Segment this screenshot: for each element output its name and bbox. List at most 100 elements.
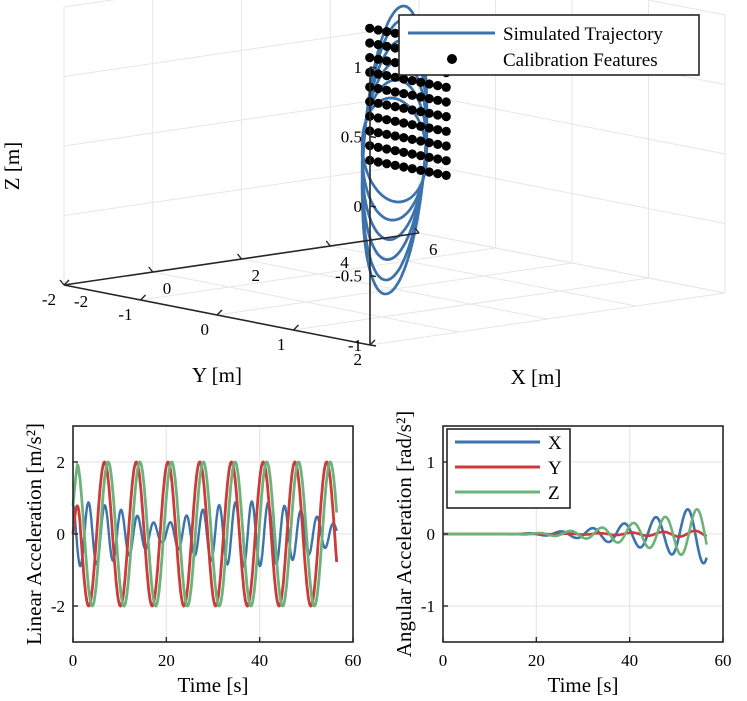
- calibration-feature-point: [390, 146, 400, 156]
- trajectory-3d-plot: -1 -0.5 0 0.5 1 -2 -1 0 1 2 -2 0 2 4 6 Z [m] Y [m] X […: [0, 0, 726, 389]
- calibration-feature-point: [373, 128, 383, 138]
- calibration-feature-point: [407, 76, 417, 86]
- z-tick-label: -0.5: [335, 267, 362, 286]
- grid-floor-y: [369, 292, 726, 346]
- angular-series-z: [443, 507, 708, 557]
- angular-acceleration-plot: 0 20 40 60 -1 0 1 Angular Acceleration [rad/s²…: [392, 411, 732, 697]
- calibration-feature-point: [390, 116, 400, 126]
- calibration-feature-point: [433, 110, 443, 120]
- x-tick-label: 2: [252, 266, 261, 285]
- calibration-feature-point: [399, 162, 409, 172]
- x-tick-label: 0: [69, 651, 78, 670]
- x-tick-label: 60: [345, 651, 362, 670]
- z-tick-mark: [369, 135, 377, 139]
- grid-wall-x-z: [645, 0, 726, 16]
- linear-series-y: [71, 460, 339, 608]
- calibration-feature-point: [441, 82, 451, 92]
- calibration-feature-point: [407, 105, 417, 115]
- calibration-feature-point: [390, 160, 400, 170]
- z-tick-label: 1: [354, 58, 363, 77]
- grid-wall-y-z: [63, 24, 420, 77]
- calibration-feature-point: [433, 95, 443, 105]
- y-tick-mark: [216, 309, 223, 316]
- calibration-feature-point: [373, 157, 383, 167]
- calibration-feature-point: [433, 139, 443, 149]
- trajectory-loop: [360, 4, 429, 296]
- x-tick-label: 40: [621, 651, 638, 670]
- y-tick-mark: [369, 339, 376, 346]
- grid-wall-y-z: [63, 93, 420, 147]
- calibration-feature-point: [416, 165, 426, 175]
- y-tick-label: 1: [277, 335, 286, 354]
- x-tick-mark: [59, 279, 65, 286]
- y-tick-label: 2: [57, 453, 66, 472]
- z-tick-label: 0: [354, 197, 363, 216]
- x-tick-label: 20: [158, 651, 175, 670]
- legend-3d-box: [398, 14, 700, 76]
- calibration-feature-point: [382, 71, 392, 81]
- calibration-feature-point: [373, 25, 383, 35]
- linear-x-axis-label: Time [s]: [178, 673, 249, 697]
- calibration-feature-point: [416, 107, 426, 117]
- calibration-feature-point: [416, 77, 426, 87]
- calibration-feature-point: [424, 79, 434, 89]
- calibration-feature-point: [382, 115, 392, 125]
- calibration-feature-point: [382, 159, 392, 169]
- x-tick-label: 6: [429, 240, 438, 259]
- y-tick-label: -2: [42, 290, 56, 309]
- z-tick-label: 0.5: [341, 128, 362, 147]
- x-tick-mark: [414, 227, 420, 234]
- angular-ticks: 0 20 40 60 -1 0 1: [421, 453, 732, 670]
- angular-legend-label-x: X: [548, 433, 562, 454]
- y-tick-mark: [63, 279, 70, 286]
- calibration-feature-point: [399, 147, 409, 157]
- calibration-feature-point: [441, 170, 451, 180]
- angular-y-axis-label: Angular Acceleration [rad/s²]: [392, 411, 416, 658]
- legend-3d-label-features: Calibration Features: [503, 50, 658, 71]
- calibration-feature-point: [441, 112, 451, 122]
- calibration-feature-point: [382, 41, 392, 51]
- angular-legend: X Y Z: [446, 428, 571, 509]
- angular-legend-label-y: Y: [548, 458, 562, 479]
- calibration-feature-point: [365, 53, 375, 63]
- z-tick-mark: [369, 344, 377, 347]
- linear-series-z: [71, 460, 339, 608]
- angular-series: [443, 507, 708, 565]
- z-tick-mark: [369, 274, 377, 278]
- calibration-feature-point: [399, 103, 409, 113]
- legend-3d: Simulated Trajectory Calibration Feature…: [398, 14, 700, 76]
- calibration-feature-point: [373, 84, 383, 94]
- y-tick-label: 1: [427, 453, 436, 472]
- y-tick-label: -1: [118, 305, 132, 324]
- z-tick-label: -1: [348, 336, 362, 355]
- legend-3d-dot-swatch: [447, 54, 457, 64]
- x-tick-label: 0: [163, 279, 172, 298]
- x-tick-label: 4: [340, 253, 349, 272]
- calibration-feature-point: [399, 133, 409, 143]
- calibration-feature-point: [424, 94, 434, 104]
- y-tick-label: 0: [427, 525, 436, 544]
- calibration-feature-point: [407, 149, 417, 159]
- y-tick-label: -1: [421, 597, 435, 616]
- grid-wall-x-z: [418, 163, 726, 224]
- calibration-feature-point: [433, 169, 443, 179]
- linear-series: [71, 460, 339, 608]
- calibration-feature-point: [399, 118, 409, 128]
- calibration-feature-point: [441, 97, 451, 107]
- linear-acceleration-plot: 0 20 40 60 -2 0 2 Linear Acceleration [m/s²] T…: [22, 423, 362, 697]
- calibration-feature-point: [407, 90, 417, 100]
- calibration-feature-point: [382, 85, 392, 95]
- calibration-feature-point: [433, 81, 443, 91]
- calibration-feature-point: [399, 89, 409, 99]
- y-tick-label: 0: [201, 320, 210, 339]
- y-axis-label: Y [m]: [192, 363, 242, 387]
- x-axis-label: X [m]: [511, 365, 562, 389]
- calibration-feature-point: [373, 113, 383, 123]
- calibration-feature-point: [373, 98, 383, 108]
- calibration-feature-point: [433, 125, 443, 135]
- calibration-feature-point: [424, 108, 434, 118]
- y-tick-label: 2: [354, 350, 363, 369]
- x-tick-label: 60: [715, 651, 732, 670]
- calibration-feature-point: [390, 72, 400, 82]
